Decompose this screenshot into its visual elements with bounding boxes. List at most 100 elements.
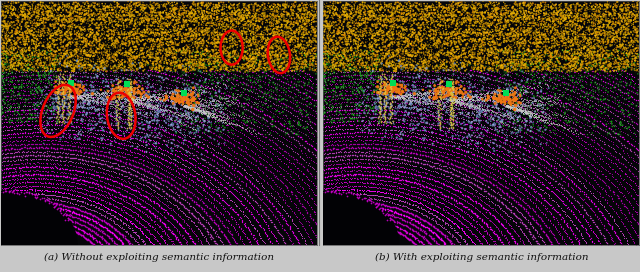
Point <box>143 236 153 240</box>
Point <box>468 103 478 108</box>
Point <box>511 107 521 111</box>
Point <box>503 105 513 109</box>
Point <box>377 209 387 213</box>
Point <box>339 174 349 178</box>
Point <box>550 144 561 149</box>
Point <box>249 48 259 52</box>
Point <box>518 241 529 246</box>
Point <box>470 104 481 109</box>
Point <box>324 5 335 9</box>
Point <box>266 120 276 125</box>
Point <box>9 44 19 49</box>
Point <box>90 35 100 39</box>
Point <box>145 239 156 243</box>
Point <box>310 61 321 66</box>
Point <box>250 52 260 56</box>
Point <box>409 181 419 185</box>
Point <box>93 165 103 169</box>
Point <box>336 162 346 166</box>
Point <box>232 55 243 60</box>
Point <box>217 11 227 16</box>
Point <box>12 96 22 101</box>
Point <box>150 32 161 36</box>
Point <box>137 20 147 25</box>
Point <box>116 168 126 172</box>
Point <box>183 67 193 71</box>
Point <box>25 150 35 154</box>
Point <box>134 31 145 36</box>
Point <box>438 107 448 111</box>
Point <box>102 69 112 73</box>
Point <box>355 29 365 34</box>
Point <box>490 190 500 195</box>
Point <box>125 2 135 6</box>
Point <box>120 120 131 124</box>
Point <box>587 5 597 10</box>
Point <box>378 202 388 206</box>
Point <box>52 90 63 94</box>
Point <box>203 81 213 85</box>
Point <box>458 166 468 171</box>
Point <box>540 3 550 7</box>
Point <box>180 163 190 168</box>
Point <box>591 13 601 17</box>
Point <box>165 16 175 20</box>
Point <box>65 159 75 163</box>
Point <box>54 166 64 171</box>
Point <box>247 64 257 68</box>
Point <box>614 21 625 26</box>
Point <box>509 29 519 33</box>
Point <box>380 134 390 138</box>
Point <box>565 93 575 97</box>
Point <box>388 205 398 209</box>
Point <box>433 78 443 82</box>
Point <box>175 63 185 67</box>
Point <box>460 98 470 103</box>
Point <box>464 27 474 32</box>
Point <box>4 196 14 201</box>
Point <box>132 39 142 43</box>
Point <box>348 32 358 37</box>
Point <box>75 74 85 78</box>
Point <box>215 100 225 104</box>
Point <box>187 121 197 125</box>
Point <box>132 67 142 71</box>
Point <box>553 120 563 125</box>
Point <box>504 104 515 108</box>
Point <box>594 52 604 57</box>
Point <box>301 63 311 67</box>
Point <box>165 40 175 44</box>
Point <box>97 80 108 84</box>
Point <box>195 109 205 113</box>
Point <box>177 12 188 16</box>
Point <box>506 82 516 87</box>
Point <box>396 11 406 15</box>
Point <box>580 100 590 104</box>
Point <box>92 21 102 25</box>
Point <box>252 237 262 242</box>
Point <box>527 216 538 220</box>
Point <box>75 65 85 69</box>
Point <box>301 218 311 223</box>
Point <box>399 209 410 213</box>
Point <box>361 200 371 204</box>
Point <box>342 32 353 36</box>
Point <box>536 32 547 36</box>
Point <box>431 169 442 174</box>
Point <box>416 94 426 98</box>
Point <box>205 23 216 28</box>
Point <box>540 101 550 105</box>
Point <box>49 77 59 81</box>
Point <box>250 101 260 105</box>
Point <box>284 120 294 124</box>
Point <box>410 91 420 95</box>
Point <box>307 119 317 124</box>
Point <box>17 38 28 42</box>
Point <box>31 118 41 123</box>
Point <box>112 86 122 90</box>
Point <box>61 217 72 221</box>
Point <box>120 42 130 46</box>
Point <box>76 95 86 99</box>
Point <box>203 116 213 121</box>
Point <box>505 88 515 92</box>
